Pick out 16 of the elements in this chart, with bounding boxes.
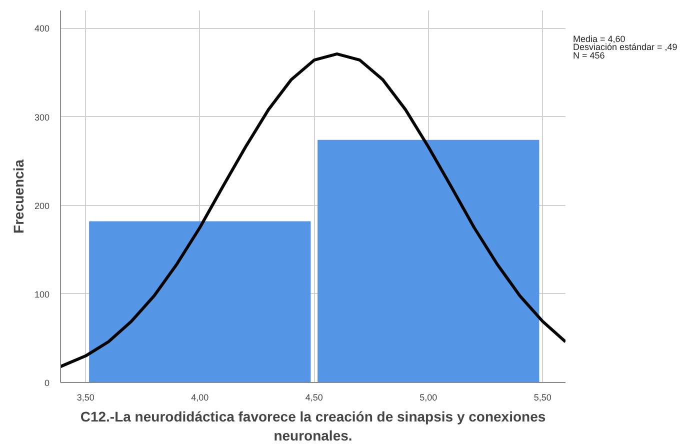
y-tick-label: 0	[44, 378, 50, 388]
y-tick-label: 300	[34, 112, 50, 122]
line-series	[60, 52, 566, 368]
x-tick-label: 4,00	[191, 392, 209, 402]
y-axis-title: Frecuencia	[10, 159, 26, 234]
y-tick-label: 200	[34, 200, 50, 211]
y-tick-label: 400	[34, 24, 50, 34]
x-tick-label: 3,50	[76, 392, 94, 402]
y-tick-label: 100	[34, 289, 50, 300]
x-axis-title: C12.-La neurodidáctica favorece la creación de sinapsis y conexiones neuronales.	[80, 408, 546, 444]
x-tick-label: 5,00	[420, 392, 438, 402]
x-tick-label: 5,50	[534, 392, 552, 402]
x-tick-label: 4,50	[305, 392, 323, 402]
text: Media = 4,60	[573, 34, 626, 44]
text: N = 456	[573, 50, 605, 61]
text: Desviación estándar = ,49	[573, 42, 678, 52]
